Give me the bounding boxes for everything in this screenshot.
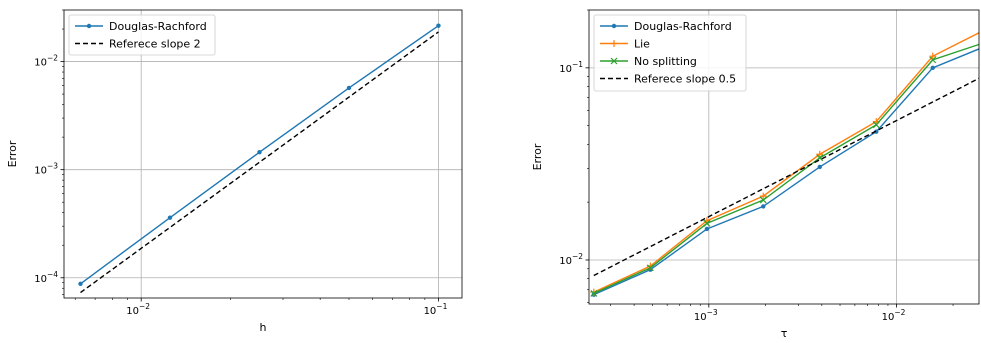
- data-point: [590, 289, 598, 297]
- legend-marker: [611, 23, 617, 29]
- x-tick-label: 10−1: [424, 302, 448, 317]
- chart-right: 10−3 10−2 10−2 10−1 τ Error Douglas-Rachford Li…: [531, 9, 980, 340]
- data-point: [703, 219, 711, 227]
- data-point: [346, 85, 352, 91]
- data-point: [816, 150, 824, 158]
- series-line-2: [593, 43, 979, 295]
- data-point: [436, 23, 441, 28]
- data-point: [930, 65, 935, 71]
- series-line-0: [593, 48, 979, 296]
- data-point: [78, 281, 83, 286]
- series-line-0: [80, 25, 439, 285]
- series-line-3: [593, 77, 979, 277]
- data-point: [929, 56, 937, 64]
- legend-label: Douglas-Rachford: [109, 20, 207, 33]
- data-point: [646, 264, 654, 272]
- y-tick-label: 10−2: [559, 252, 583, 267]
- axes-frame: [63, 9, 463, 299]
- y-tick-label: 10−2: [34, 54, 58, 69]
- chart-left: 10−2 10−1 10−4 10−3 10−2 h Error Douglas-Rachfo…: [6, 9, 463, 334]
- y-tick-label: 10−3: [34, 162, 58, 177]
- x-axis-label: τ: [781, 327, 788, 340]
- legend-marker: [86, 23, 92, 29]
- plot-area: [590, 32, 979, 297]
- plot-area: [78, 23, 441, 294]
- x-tick-label: 10−2: [126, 302, 150, 317]
- legend-box: [68, 14, 216, 56]
- data-point: [816, 154, 824, 162]
- data-point: [759, 196, 767, 204]
- legend: Douglas-Rachford Lie No splitting Referece …: [593, 14, 747, 92]
- axes-frame: [588, 9, 980, 305]
- series-line-1: [593, 32, 979, 293]
- series-line-1: [80, 31, 439, 294]
- data-point: [817, 164, 822, 170]
- data-point: [759, 192, 767, 200]
- data-point: [929, 52, 937, 60]
- legend-marker: [610, 57, 618, 65]
- y-axis-label: Error: [6, 140, 19, 167]
- legend-label: Referece slope 2: [109, 38, 201, 51]
- x-axis-label: h: [260, 321, 267, 334]
- data-point: [761, 204, 766, 209]
- legend-label: Lie: [634, 38, 650, 51]
- data-point: [257, 150, 262, 155]
- legend-label: No splitting: [634, 55, 697, 68]
- x-tick-label: 10−3: [694, 308, 718, 323]
- data-point: [874, 129, 879, 134]
- x-tick-label: 10−2: [882, 308, 906, 323]
- grid: [64, 10, 462, 298]
- data-point: [704, 226, 710, 232]
- legend-label: Douglas-Rachford: [634, 20, 732, 33]
- y-tick-label: 10−1: [559, 60, 583, 75]
- legend-label: Referece slope 0.5: [634, 73, 736, 86]
- legend-marker: [610, 40, 618, 47]
- legend-box: [593, 14, 747, 92]
- data-point: [872, 121, 880, 129]
- data-point: [167, 215, 173, 220]
- y-tick-label: 10−4: [34, 270, 58, 285]
- y-axis-label: Error: [531, 143, 544, 170]
- legend: Douglas-Rachford Referece slope 2: [68, 14, 216, 56]
